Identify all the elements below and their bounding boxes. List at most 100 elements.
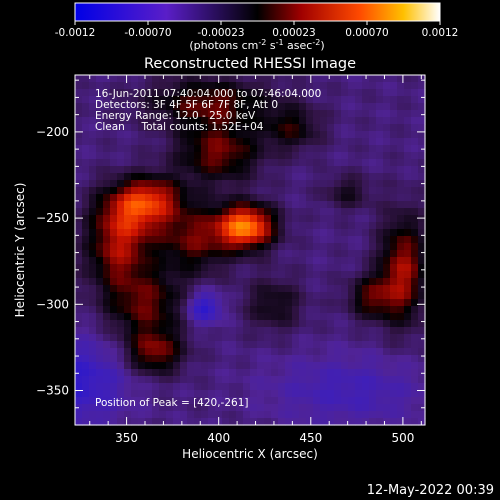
heatmap-cell (257, 411, 265, 419)
heatmap-cell (334, 264, 342, 272)
heatmap-cell (383, 411, 391, 419)
heatmap-cell (138, 320, 146, 328)
heatmap-cell (327, 75, 335, 83)
heatmap-cell (369, 313, 377, 321)
heatmap-cell (215, 383, 223, 391)
heatmap-cell (362, 117, 370, 125)
heatmap-cell (131, 222, 139, 230)
heatmap-cell (194, 327, 202, 335)
heatmap-cell (145, 348, 153, 356)
heatmap-cell (194, 229, 202, 237)
heatmap-cell (138, 201, 146, 209)
heatmap-cell (313, 334, 321, 342)
heatmap-cell (341, 131, 349, 139)
heatmap-cell (208, 201, 216, 209)
heatmap-cell (236, 285, 244, 293)
heatmap-cell (138, 411, 146, 419)
heatmap-cell (201, 222, 209, 230)
heatmap-cell (285, 264, 293, 272)
heatmap-cell (110, 124, 118, 132)
heatmap-cell (292, 152, 300, 160)
heatmap-cell (383, 229, 391, 237)
heatmap-cell (82, 124, 90, 132)
heatmap-cell (243, 75, 251, 83)
heatmap-cell (264, 369, 272, 377)
heatmap-cell (292, 75, 300, 83)
heatmap-cell (390, 159, 398, 167)
heatmap-cell (208, 334, 216, 342)
heatmap-cell (264, 117, 272, 125)
heatmap-cell (390, 369, 398, 377)
heatmap-cell (138, 110, 146, 118)
heatmap-cell (180, 362, 188, 370)
heatmap-cell (313, 355, 321, 363)
heatmap-cell (117, 173, 125, 181)
heatmap-cell (257, 362, 265, 370)
heatmap-cell (173, 299, 181, 307)
heatmap-cell (264, 397, 272, 405)
heatmap-cell (411, 208, 419, 216)
heatmap-cell (313, 222, 321, 230)
heatmap-cell (236, 383, 244, 391)
heatmap-cell (236, 166, 244, 174)
heatmap-cell (180, 131, 188, 139)
heatmap-cell (194, 166, 202, 174)
heatmap-cell (124, 124, 132, 132)
heatmap-cell (131, 250, 139, 258)
heatmap-cell (299, 152, 307, 160)
heatmap-cell (383, 110, 391, 118)
heatmap-cell (404, 201, 412, 209)
heatmap-cell (180, 250, 188, 258)
heatmap-cell (96, 376, 104, 384)
heatmap-cell (75, 355, 83, 363)
heatmap-cell (89, 208, 97, 216)
heatmap-cell (215, 89, 223, 97)
heatmap-cell (138, 96, 146, 104)
heatmap-cell (299, 173, 307, 181)
heatmap-cell (313, 306, 321, 314)
heatmap-cell (131, 355, 139, 363)
heatmap-cell (89, 222, 97, 230)
heatmap-cell (285, 138, 293, 146)
heatmap-cell (334, 187, 342, 195)
heatmap-cell (131, 159, 139, 167)
heatmap-cell (145, 89, 153, 97)
heatmap-cell (117, 145, 125, 153)
heatmap-cell (229, 250, 237, 258)
heatmap-cell (264, 222, 272, 230)
heatmap-cell (320, 376, 328, 384)
heatmap-cell (390, 313, 398, 321)
heatmap-cell (257, 180, 265, 188)
heatmap-cell (145, 229, 153, 237)
heatmap-cell (327, 355, 335, 363)
heatmap-cell (194, 82, 202, 90)
heatmap-cell (278, 180, 286, 188)
heatmap-cell (355, 96, 363, 104)
heatmap-cell (320, 166, 328, 174)
heatmap-cell (180, 418, 188, 426)
heatmap-cell (299, 222, 307, 230)
heatmap-cell (306, 376, 314, 384)
heatmap-cell (271, 334, 279, 342)
heatmap-cell (355, 89, 363, 97)
heatmap-cell (376, 299, 384, 307)
heatmap-cell (89, 376, 97, 384)
heatmap-cell (131, 313, 139, 321)
heatmap-cell (222, 194, 230, 202)
heatmap-cell (418, 229, 426, 237)
heatmap-cell (194, 369, 202, 377)
heatmap-cell (292, 159, 300, 167)
heatmap-cell (348, 341, 356, 349)
heatmap-cell (173, 376, 181, 384)
heatmap-cell (390, 397, 398, 405)
heatmap-cell (236, 173, 244, 181)
heatmap-cell (411, 89, 419, 97)
heatmap-cell (257, 278, 265, 286)
heatmap-cell (362, 138, 370, 146)
heatmap-cell (264, 278, 272, 286)
heatmap-cell (341, 229, 349, 237)
heatmap-cell (96, 208, 104, 216)
heatmap-cell (390, 334, 398, 342)
heatmap-cell (75, 166, 83, 174)
heatmap-cell (404, 110, 412, 118)
